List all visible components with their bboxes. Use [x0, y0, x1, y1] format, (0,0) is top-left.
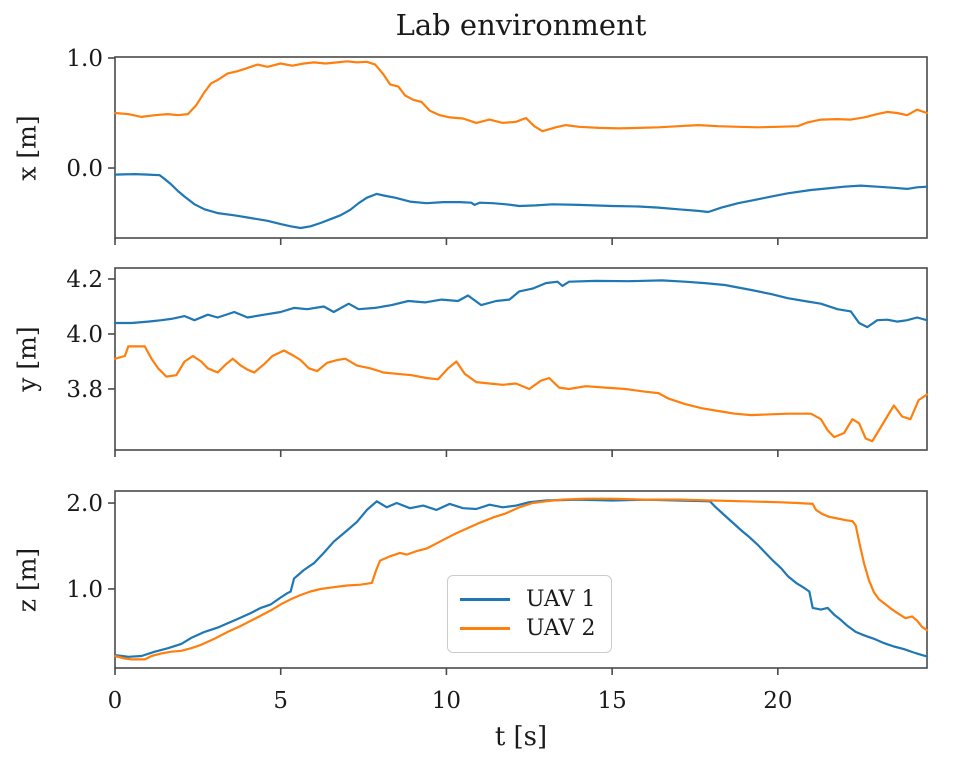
y-tick-label: 1.0 — [66, 46, 103, 72]
chart-title: Lab environment — [395, 8, 647, 42]
series-line-uav-1-subplot-1 — [113, 279, 929, 329]
legend-line-sample-uav1 — [460, 598, 510, 601]
y-axis-label-x: x [m] — [12, 115, 42, 181]
x-axis-label: t [s] — [494, 722, 548, 752]
subplot-1-spines — [114, 267, 928, 451]
series-line-uav-2-subplot-0 — [113, 60, 929, 133]
y-tick-label: 2.0 — [66, 491, 103, 517]
legend-item-uav1: UAV 1 — [460, 585, 599, 614]
series-line-uav-2-subplot-2 — [113, 497, 929, 661]
series-line-uav-1-subplot-2 — [113, 498, 929, 658]
legend: UAV 1 UAV 2 — [447, 575, 612, 653]
x-tick-label: 10 — [432, 688, 461, 714]
legend-item-uav2: UAV 2 — [460, 614, 599, 643]
series-line-uav-1-subplot-0 — [113, 173, 929, 230]
legend-line-sample-uav2 — [460, 627, 510, 630]
x-tick-label: 0 — [108, 688, 123, 714]
subplot-2-spines — [114, 490, 928, 669]
y-axis-label-y: y [m] — [12, 326, 42, 392]
y-tick-label: 1.0 — [66, 577, 103, 603]
subplot-0-spines — [114, 56, 928, 239]
y-axis-label-z: z [m] — [12, 547, 42, 613]
y-tick-label: 3.8 — [66, 377, 103, 403]
x-tick-label: 5 — [273, 688, 288, 714]
y-tick-label: 4.0 — [66, 322, 103, 348]
legend-label-uav1: UAV 1 — [526, 587, 596, 612]
y-tick-label: 0.0 — [66, 156, 103, 182]
legend-label-uav2: UAV 2 — [526, 616, 596, 641]
y-tick-label: 4.2 — [66, 267, 103, 293]
x-tick-label: 20 — [763, 688, 792, 714]
x-tick-label: 15 — [598, 688, 627, 714]
series-line-uav-2-subplot-1 — [113, 345, 929, 443]
